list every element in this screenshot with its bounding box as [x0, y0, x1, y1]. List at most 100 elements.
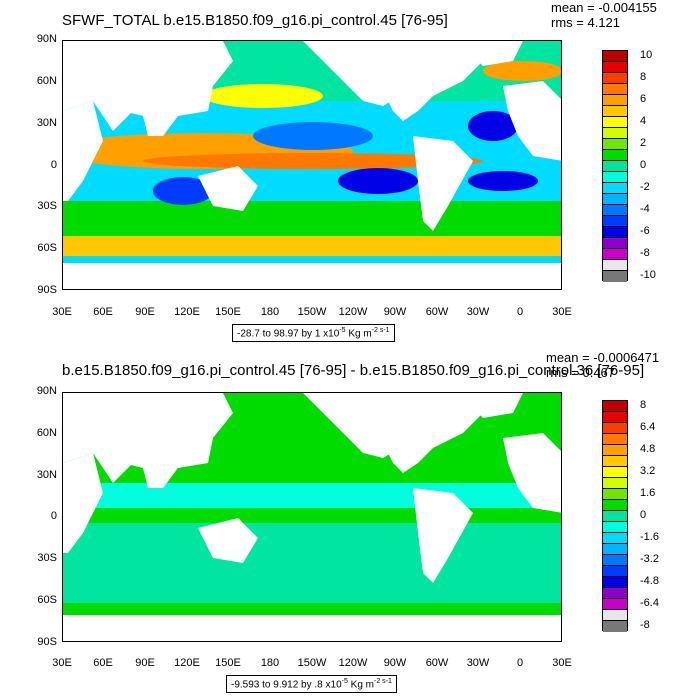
- colorbar-swatch: [603, 577, 627, 588]
- contour-range-label: -9.593 to 9.912 by .8 x10-5 Kg m-2 s-1: [226, 675, 397, 694]
- lon-label: 120W: [338, 657, 368, 669]
- colorbar-label: -4: [640, 202, 650, 215]
- land-south-america: [413, 488, 473, 583]
- lat-label: 60N: [36, 427, 57, 439]
- colorbar-label: 0: [640, 158, 647, 171]
- lat-label: 60S: [37, 594, 57, 606]
- land-africa: [503, 81, 561, 161]
- lat-label: 30S: [37, 200, 57, 212]
- lon-label: 0: [516, 306, 524, 318]
- land-africa-east: [63, 453, 103, 553]
- panel-title: SFWF_TOTAL b.e15.B1850.f09_g16.pi_contro…: [62, 12, 448, 29]
- range-text: -28.7 to 98.97 by 1 x10: [237, 328, 340, 340]
- colorbar-label: -2: [640, 180, 650, 193]
- land-africa: [503, 433, 561, 513]
- lat-label: 90N: [36, 385, 57, 397]
- north-atlantic-high: [483, 61, 561, 81]
- lon-label: 60E: [93, 657, 113, 669]
- colorbar-swatch: [603, 172, 627, 183]
- stats-block: mean = -0.0006471 rms = 0.467: [546, 350, 659, 380]
- lat-label: 30S: [37, 552, 57, 564]
- colorbar: [602, 400, 628, 632]
- lon-label: 150E: [215, 306, 241, 318]
- colorbar-swatch: [603, 95, 627, 106]
- south-pacific-low: [338, 168, 418, 194]
- land-antarctica: [63, 615, 561, 641]
- lat-label: 60S: [37, 242, 57, 254]
- colorbar-swatch: [603, 544, 627, 555]
- colorbar-label: -4.8: [640, 574, 659, 587]
- colorbar-label: 10: [640, 48, 653, 61]
- lat-label: 90S: [37, 636, 57, 648]
- lon-label: 120E: [174, 306, 200, 318]
- colorbar-swatch: [603, 73, 627, 84]
- colorbar-swatch: [603, 51, 627, 62]
- lon-label: 90W: [383, 306, 407, 318]
- colorbar-swatch: [603, 150, 627, 161]
- southern-band: [63, 201, 561, 241]
- land-south-america: [413, 136, 473, 231]
- panel-title: b.e15.B1850.f09_g16.pi_control.45 [76-95…: [62, 362, 645, 379]
- colorbar-swatch: [603, 621, 627, 632]
- colorbar-swatch: [603, 588, 627, 599]
- colorbar-swatch: [603, 62, 627, 73]
- mean-value: mean = -0.0006471: [546, 350, 660, 365]
- colorbar-label: 2: [640, 136, 647, 149]
- mean-value: mean = -0.004155: [551, 0, 657, 15]
- colorbar-swatch: [603, 445, 627, 456]
- lat-label: 60N: [36, 75, 57, 87]
- lat-label: 90N: [36, 33, 57, 45]
- ocean-difference-map: [63, 393, 561, 641]
- colorbar-label: 0: [640, 508, 647, 521]
- range-unit-exponent: -2 s-1: [371, 327, 390, 334]
- colorbar-swatch: [603, 566, 627, 577]
- colorbar-swatch: [603, 478, 627, 489]
- range-unit: Kg m: [350, 679, 374, 691]
- lon-label: 90W: [383, 657, 407, 669]
- lat-label: 0: [50, 510, 57, 522]
- colorbar-label: 6.4: [640, 420, 656, 433]
- colorbar-swatch: [603, 183, 627, 194]
- colorbar-swatch: [603, 533, 627, 544]
- colorbar-swatch: [603, 555, 627, 566]
- lon-label: 150E: [215, 657, 241, 669]
- lon-label: 90E: [135, 306, 155, 318]
- lon-label: 150W: [297, 306, 327, 318]
- lon-label: 180: [260, 657, 280, 669]
- colorbar-label: 1.6: [640, 486, 656, 499]
- north-atlantic-low: [468, 111, 518, 141]
- map-plot-difference: [62, 392, 562, 642]
- colorbar-swatch: [603, 599, 627, 610]
- colorbar-swatch: [603, 128, 627, 139]
- colorbar-label: 4: [640, 114, 647, 127]
- lon-label: 60W: [425, 657, 449, 669]
- colorbar-swatch: [603, 522, 627, 533]
- range-unit-exponent: -2 s-1: [374, 678, 392, 685]
- colorbar-swatch: [603, 194, 627, 205]
- colorbar-swatch: [603, 489, 627, 500]
- colorbar-swatch: [603, 610, 627, 621]
- tropical-band: [63, 483, 561, 508]
- range-exponent: -5: [339, 327, 346, 334]
- colorbar-label: -6: [640, 224, 650, 237]
- colorbar-label: -6.4: [640, 596, 659, 609]
- land-australia: [198, 166, 258, 211]
- colorbar-swatch: [603, 456, 627, 467]
- lon-label: 120W: [338, 306, 368, 318]
- colorbar-swatch: [603, 227, 627, 238]
- colorbar-swatch: [603, 106, 627, 117]
- land-greenland: [458, 393, 523, 418]
- bottom-panel: b.e15.B1850.f09_g16.pi_control.45 [76-95…: [0, 350, 700, 700]
- rms-value: rms = 4.121: [551, 15, 621, 30]
- land-north-america: [373, 41, 503, 121]
- colorbar-swatch: [603, 511, 627, 522]
- colorbar-label: -1.6: [640, 530, 659, 543]
- lon-label: 0: [516, 657, 524, 669]
- north-pacific-high: [203, 84, 323, 108]
- lon-label: 60E: [93, 306, 113, 318]
- contour-range-label: -28.7 to 98.97 by 1 x10-5 Kg m-2 s-1: [232, 324, 395, 343]
- colorbar-label: 3.2: [640, 464, 656, 477]
- colorbar-label: 6: [640, 92, 647, 105]
- north-pacific-low: [253, 122, 373, 150]
- colorbar-swatch: [603, 467, 627, 478]
